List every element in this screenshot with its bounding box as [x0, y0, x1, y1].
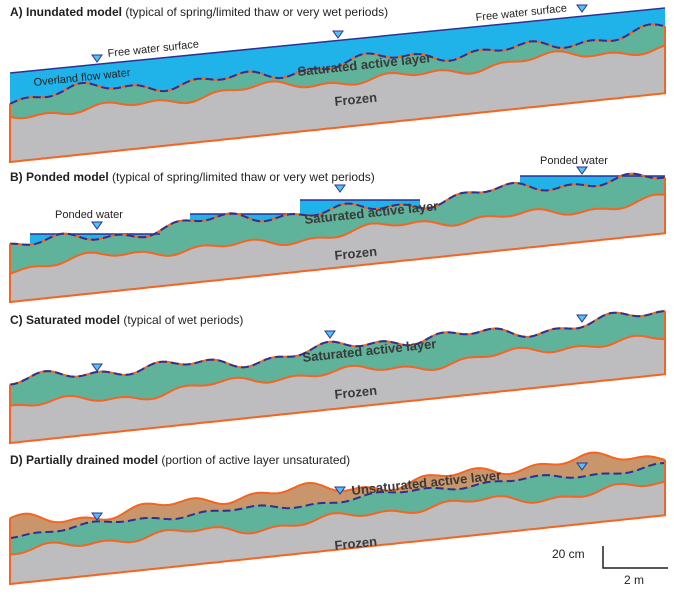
panel-title: D) Partially drained model: [10, 453, 158, 467]
panel-subtitle: (typical of spring/limited thaw or very …: [112, 170, 375, 184]
panel-subtitle: (typical of spring/limited thaw or very …: [125, 5, 388, 19]
panel-title: A) Inundated model: [10, 5, 122, 19]
panel-title: B) Ponded model: [10, 170, 109, 184]
panel-title-line: D) Partially drained model (portion of a…: [10, 453, 350, 467]
panel-title-line: C) Saturated model (typical of wet perio…: [10, 313, 243, 327]
scale-bar: [603, 546, 668, 568]
scale-vertical: 20 cm: [552, 547, 585, 561]
panel-title-line: B) Ponded model (typical of spring/limit…: [10, 170, 375, 184]
figure: A) Inundated model (typical of spring/li…: [0, 0, 674, 590]
scale-horizontal: 2 m: [624, 573, 644, 587]
water-marker: [333, 31, 343, 38]
label: Ponded water: [540, 155, 608, 167]
label: Frozen: [334, 534, 378, 553]
water-marker: [577, 315, 587, 322]
water-marker: [92, 364, 102, 371]
panel-subtitle: (portion of active layer unsaturated): [161, 453, 350, 467]
water-marker: [577, 167, 587, 174]
water-marker: [577, 5, 587, 12]
panel-title-line: A) Inundated model (typical of spring/li…: [10, 5, 388, 19]
water-marker: [325, 331, 335, 338]
water-marker: [335, 185, 345, 192]
panel-title: C) Saturated model: [10, 313, 120, 327]
water-marker: [92, 222, 102, 229]
label: Ponded water: [55, 209, 123, 221]
water-marker: [92, 55, 102, 62]
panel-subtitle: (typical of wet periods): [123, 313, 243, 327]
